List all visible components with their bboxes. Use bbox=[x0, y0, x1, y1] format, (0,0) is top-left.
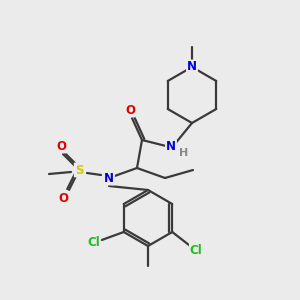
Text: O: O bbox=[56, 140, 66, 152]
Text: H: H bbox=[179, 148, 189, 158]
Text: O: O bbox=[58, 191, 68, 205]
Text: Cl: Cl bbox=[190, 244, 203, 256]
Text: S: S bbox=[75, 164, 83, 176]
Text: N: N bbox=[166, 140, 176, 154]
Text: N: N bbox=[187, 61, 197, 74]
Text: Cl: Cl bbox=[87, 236, 100, 248]
Text: O: O bbox=[125, 103, 135, 116]
Text: N: N bbox=[104, 172, 114, 184]
